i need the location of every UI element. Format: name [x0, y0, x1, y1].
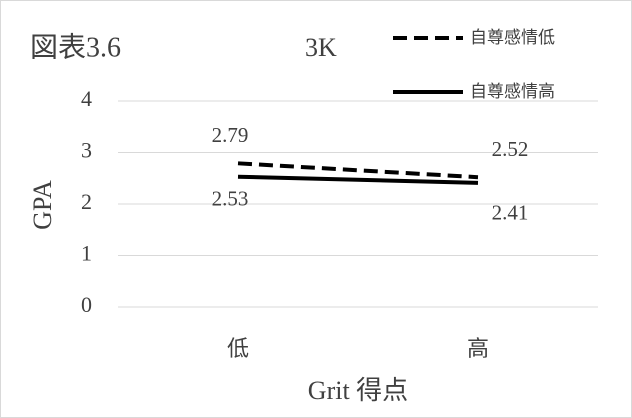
y-tick-label: 4: [81, 86, 92, 111]
series-line: [237, 174, 479, 185]
annotation: 3K: [305, 33, 337, 62]
y-tick-label: 2: [81, 189, 92, 214]
data-label: 2.52: [492, 137, 529, 161]
x-tick-label: 低: [227, 337, 249, 362]
y-axis-label: GPA: [28, 180, 57, 230]
chart-title: 図表3.6: [30, 31, 121, 63]
data-label: 2.41: [492, 201, 529, 225]
y-tick-label: 3: [81, 138, 92, 163]
legend-label: 自尊感情低: [470, 28, 555, 48]
x-axis-label: Grit 得点: [308, 376, 408, 405]
data-label: 2.79: [212, 123, 249, 147]
y-tick-label: 0: [81, 292, 92, 317]
legend-label: 自尊感情高: [470, 82, 555, 102]
series-line: [237, 161, 479, 180]
x-tick-label: 高: [467, 337, 489, 362]
data-label: 2.53: [212, 187, 249, 211]
y-tick-label: 1: [81, 241, 92, 266]
